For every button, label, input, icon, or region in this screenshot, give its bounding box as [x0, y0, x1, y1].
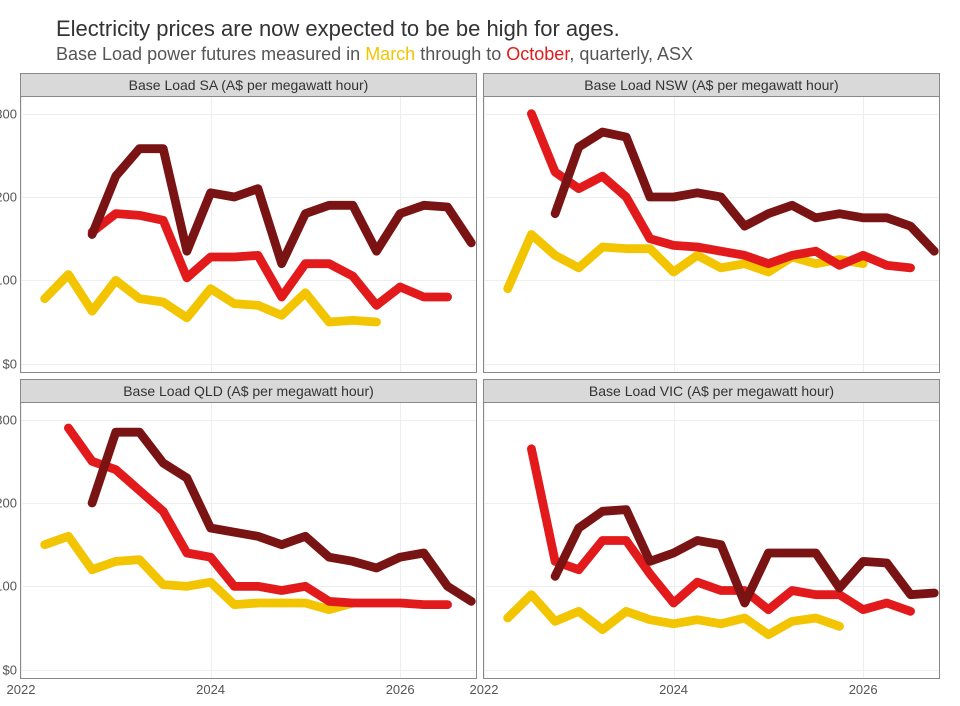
series-line — [555, 132, 934, 251]
series-line — [531, 449, 910, 611]
ytick-label: $0 — [3, 356, 17, 371]
line-layer — [484, 97, 939, 372]
subtitle-suffix: , quarterly, ASX — [569, 44, 693, 64]
figure-title: Electricity prices are now expected to b… — [56, 16, 940, 42]
plot-area: 202220242026 — [483, 402, 940, 679]
xtick-label: 2026 — [386, 682, 415, 697]
chart-panel: Base Load QLD (A$ per megawatt hour)$0$1… — [20, 379, 477, 679]
ytick-label: $100 — [0, 273, 17, 288]
panel-grid: Base Load SA (A$ per megawatt hour)$0$10… — [20, 73, 940, 679]
line-layer — [484, 403, 939, 678]
ytick-label: $100 — [0, 579, 17, 594]
ytick-label: $300 — [0, 412, 17, 427]
panel-strip-label: Base Load QLD (A$ per megawatt hour) — [20, 379, 477, 402]
ytick-label: $300 — [0, 106, 17, 121]
xtick-label: 2026 — [849, 682, 878, 697]
chart-panel: Base Load NSW (A$ per megawatt hour) — [483, 73, 940, 373]
series-line — [68, 428, 447, 605]
plot-area — [483, 96, 940, 373]
ytick-label: $0 — [3, 662, 17, 677]
chart-panel: Base Load SA (A$ per megawatt hour)$0$10… — [20, 73, 477, 373]
plot-area: $0$100$200$300202220242026 — [20, 402, 477, 679]
subtitle-mid: through to — [415, 44, 506, 64]
chart-panel: Base Load VIC (A$ per megawatt hour)2022… — [483, 379, 940, 679]
series-line — [92, 149, 471, 264]
xtick-label: 2022 — [470, 682, 499, 697]
panel-strip-label: Base Load SA (A$ per megawatt hour) — [20, 73, 477, 96]
series-line — [45, 536, 353, 609]
subtitle-prefix: Base Load power futures measured in — [56, 44, 365, 64]
panel-strip-label: Base Load VIC (A$ per megawatt hour) — [483, 379, 940, 402]
xtick-label: 2024 — [196, 682, 225, 697]
series-line — [45, 275, 377, 322]
ytick-label: $200 — [0, 496, 17, 511]
figure-root: Electricity prices are now expected to b… — [0, 0, 960, 706]
plot-area: $0$100$200$300 — [20, 96, 477, 373]
figure-subtitle: Base Load power futures measured in Marc… — [56, 44, 940, 65]
panel-strip-label: Base Load NSW (A$ per megawatt hour) — [483, 73, 940, 96]
xtick-label: 2022 — [7, 682, 36, 697]
line-layer — [21, 403, 476, 678]
subtitle-october: October — [506, 44, 569, 64]
ytick-label: $200 — [0, 190, 17, 205]
subtitle-march: March — [365, 44, 415, 64]
xtick-label: 2024 — [659, 682, 688, 697]
line-layer — [21, 97, 476, 372]
